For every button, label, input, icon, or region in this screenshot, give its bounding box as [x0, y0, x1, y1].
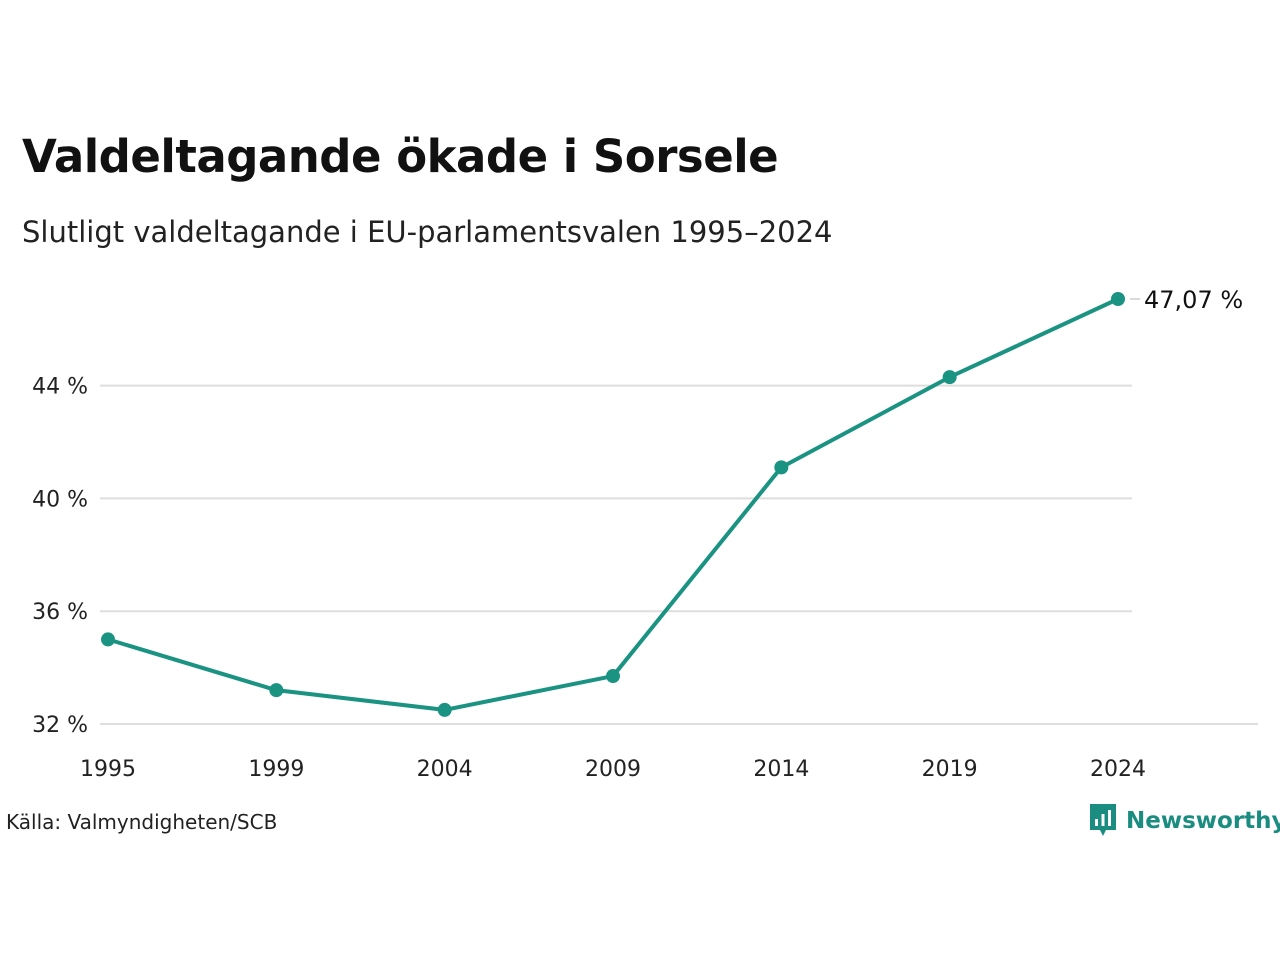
- x-tick-label: 1995: [80, 757, 136, 782]
- gridlines: [100, 384, 1258, 725]
- x-tick-label: 2004: [417, 757, 473, 782]
- y-tick-label: 40 %: [32, 487, 88, 512]
- y-tick-label: 44 %: [32, 375, 88, 400]
- series-line-path: [106, 297, 1120, 712]
- data-point: [774, 460, 789, 475]
- series-line: [106, 297, 1120, 712]
- brand-name: Newsworthy: [1126, 808, 1280, 834]
- data-point: [269, 683, 284, 698]
- x-tick-label: 2019: [922, 757, 978, 782]
- data-point: [606, 669, 620, 684]
- x-tick-label: 2024: [1090, 757, 1146, 782]
- newsworthy-logo-icon: [1090, 804, 1116, 836]
- value-labels: 47,07 %: [1130, 286, 1243, 314]
- data-points: [101, 292, 1125, 717]
- x-axis-ticks: 1995 1999 2004 2009 2014 2019 2024: [80, 757, 1146, 782]
- y-tick-label: 32 %: [32, 713, 88, 738]
- data-point: [1111, 292, 1125, 306]
- x-tick-label: 1999: [248, 757, 304, 782]
- brand-logo: Newsworthy: [1088, 802, 1280, 840]
- chart-subtitle: Slutligt valdeltagande i EU-parlamentsva…: [22, 215, 833, 249]
- line-chart: 32 % 36 % 40 % 44 % 1995 1999 2004 2009 2014 201…: [32, 286, 1258, 782]
- data-point: [942, 370, 957, 385]
- y-axis-ticks: 32 % 36 % 40 % 44 %: [32, 375, 88, 738]
- x-tick-label: 2014: [753, 757, 809, 782]
- x-tick-label: 2009: [585, 757, 641, 782]
- data-point: [101, 632, 115, 647]
- end-value-label: 47,07 %: [1144, 286, 1243, 314]
- y-tick-label: 36 %: [32, 600, 88, 625]
- source-note: Källa: Valmyndigheten/SCB: [6, 810, 278, 834]
- data-point: [437, 702, 452, 717]
- chart-title: Valdeltagande ökade i Sorsele: [22, 130, 779, 183]
